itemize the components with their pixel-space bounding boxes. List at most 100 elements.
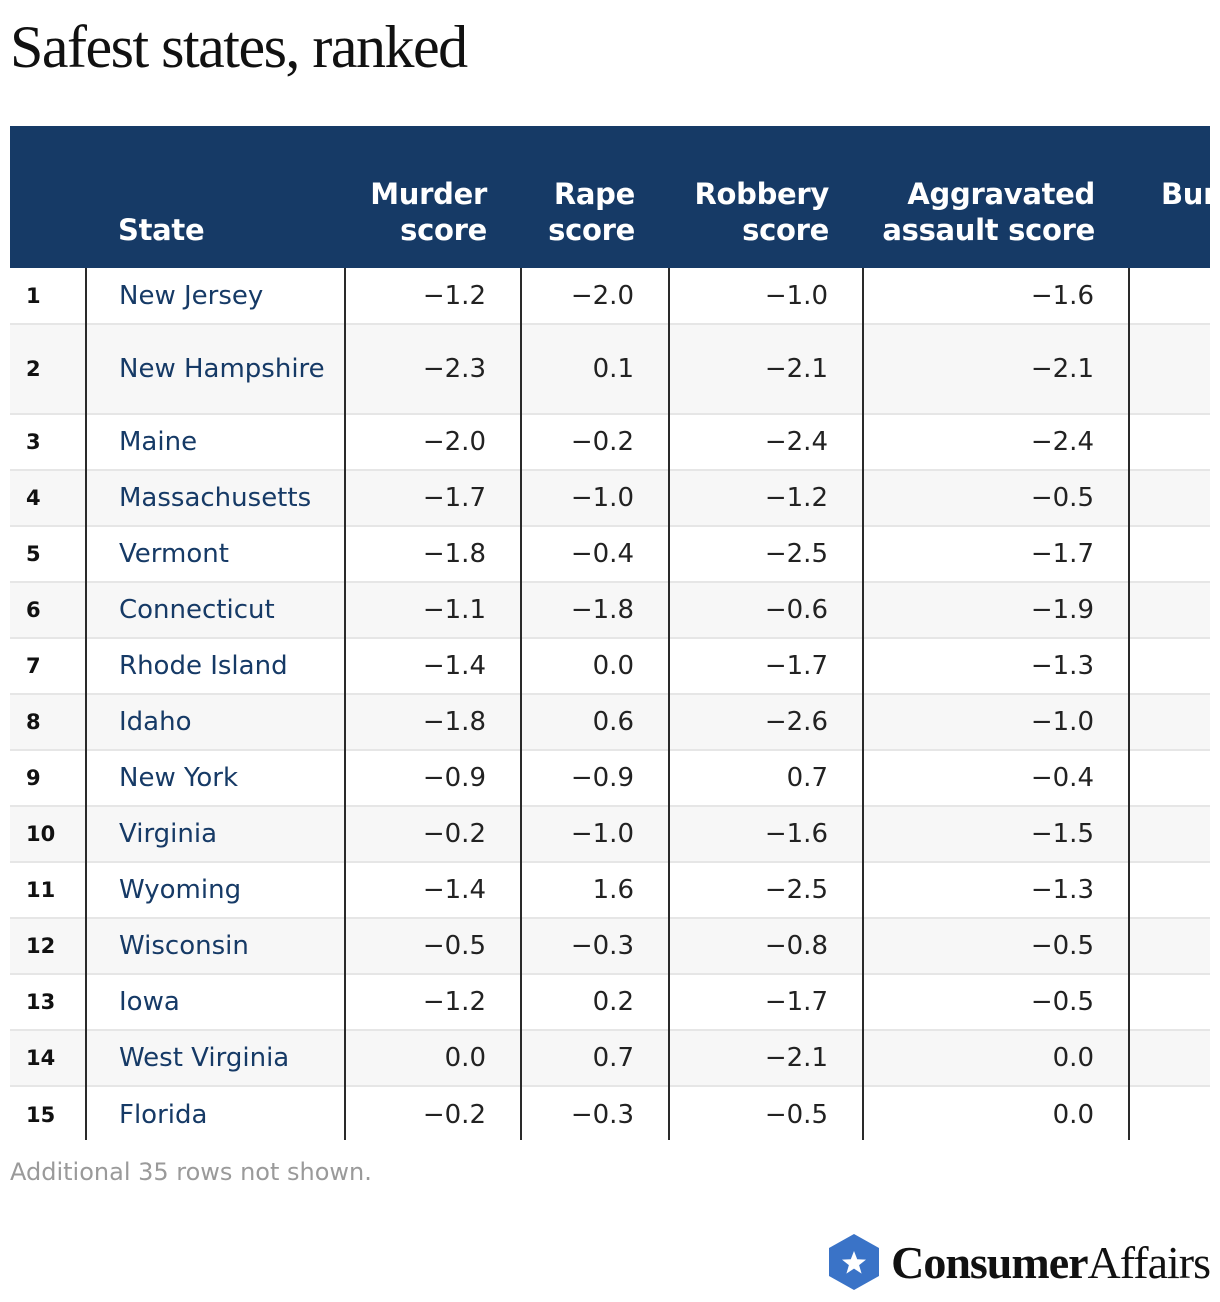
murder-score-cell: −0.2: [345, 1086, 522, 1140]
footnote: Additional 35 rows not shown.: [10, 1158, 372, 1186]
assault-score-cell: 0.0: [863, 1086, 1130, 1140]
robbery-score-cell: −1.2: [669, 470, 864, 526]
assault-score-cell: −1.3: [863, 638, 1130, 694]
rank-cell: 5: [10, 526, 87, 582]
table-row: 14 West Virginia 0.0 0.7 −2.1 0.0: [10, 1030, 1210, 1086]
robbery-score-cell: −0.6: [669, 582, 864, 638]
table-row: 10 Virginia −0.2 −1.0 −1.6 −1.5: [10, 806, 1210, 862]
rank-column-header: [10, 126, 86, 268]
robbery-score-cell: −2.1: [669, 1030, 864, 1086]
table-header-row: State Murder score Rape score Robbery sc…: [10, 126, 1210, 268]
burglary-score-cell: [1129, 1086, 1210, 1140]
robbery-score-cell: −0.5: [669, 1086, 864, 1140]
burglary-header-line-2: s: [1161, 213, 1210, 247]
table-row: 4 Massachusetts −1.7 −1.0 −1.2 −0.5: [10, 470, 1210, 526]
rape-score-cell: −0.9: [521, 750, 670, 806]
murder-score-cell: −0.9: [345, 750, 522, 806]
rape-score-cell: −2.0: [521, 268, 670, 324]
burglary-score-cell: [1129, 414, 1210, 470]
rank-cell: 13: [10, 974, 87, 1030]
state-cell[interactable]: Iowa: [86, 974, 346, 1030]
rank-cell: 7: [10, 638, 87, 694]
state-header-label: State: [118, 213, 205, 247]
rank-cell: 6: [10, 582, 87, 638]
robbery-score-cell: 0.7: [669, 750, 864, 806]
assault-score-cell: −1.6: [863, 268, 1130, 324]
rape-score-cell: 0.6: [521, 694, 670, 750]
robbery-score-cell: −2.6: [669, 694, 864, 750]
burglary-score-cell: [1129, 582, 1210, 638]
rank-cell: 3: [10, 414, 87, 470]
table-body: 1 New Jersey −1.2 −2.0 −1.0 −1.6 2 New Hampshir…: [10, 268, 1210, 1140]
table-row: 5 Vermont −1.8 −0.4 −2.5 −1.7: [10, 526, 1210, 582]
rape-score-cell: 0.1: [521, 324, 670, 414]
table-row: 9 New York −0.9 −0.9 0.7 −0.4: [10, 750, 1210, 806]
murder-score-cell: 0.0: [345, 1030, 522, 1086]
robbery-header-line-1: Robbery: [694, 177, 829, 211]
rape-score-cell: 0.7: [521, 1030, 670, 1086]
rape-score-cell: −0.4: [521, 526, 670, 582]
state-cell[interactable]: Virginia: [86, 806, 346, 862]
murder-score-cell: −1.7: [345, 470, 522, 526]
rape-score-cell: 1.6: [521, 862, 670, 918]
assault-column-header[interactable]: Aggravated assault score: [863, 126, 1129, 268]
rankings-table-container[interactable]: State Murder score Rape score Robbery sc…: [10, 126, 1210, 1140]
state-cell[interactable]: Vermont: [86, 526, 346, 582]
murder-column-header[interactable]: Murder score: [345, 126, 521, 268]
assault-score-cell: −0.4: [863, 750, 1130, 806]
rank-cell: 14: [10, 1030, 87, 1086]
murder-score-cell: −2.3: [345, 324, 522, 414]
robbery-header-line-2: score: [742, 213, 829, 247]
rape-score-cell: −1.0: [521, 470, 670, 526]
robbery-score-cell: −1.0: [669, 268, 864, 324]
rape-header-line-2: score: [548, 213, 635, 247]
assault-score-cell: 0.0: [863, 1030, 1130, 1086]
state-cell[interactable]: Florida: [86, 1086, 346, 1140]
robbery-score-cell: −1.7: [669, 638, 864, 694]
burglary-score-cell: [1129, 862, 1210, 918]
table-row: 15 Florida −0.2 −0.3 −0.5 0.0: [10, 1086, 1210, 1140]
murder-score-cell: −1.4: [345, 862, 522, 918]
rank-cell: 9: [10, 750, 87, 806]
burglary-score-cell: [1129, 806, 1210, 862]
assault-score-cell: −1.9: [863, 582, 1130, 638]
state-cell[interactable]: Wyoming: [86, 862, 346, 918]
table-row: 13 Iowa −1.2 0.2 −1.7 −0.5: [10, 974, 1210, 1030]
state-cell[interactable]: Massachusetts: [86, 470, 346, 526]
assault-score-cell: −0.5: [863, 974, 1130, 1030]
assault-header-line-1: Aggravated: [907, 177, 1095, 211]
murder-score-cell: −1.8: [345, 694, 522, 750]
burglary-score-cell: [1129, 268, 1210, 324]
state-cell[interactable]: New York: [86, 750, 346, 806]
assault-score-cell: −0.5: [863, 470, 1130, 526]
table-row: 7 Rhode Island −1.4 0.0 −1.7 −1.3: [10, 638, 1210, 694]
burglary-score-cell: [1129, 526, 1210, 582]
state-cell[interactable]: Rhode Island: [86, 638, 346, 694]
rank-cell: 1: [10, 268, 87, 324]
state-cell[interactable]: West Virginia: [86, 1030, 346, 1086]
rape-header-line-1: Rape: [553, 177, 635, 211]
rape-column-header[interactable]: Rape score: [521, 126, 669, 268]
state-cell[interactable]: Idaho: [86, 694, 346, 750]
state-cell[interactable]: Wisconsin: [86, 918, 346, 974]
rank-cell: 2: [10, 324, 87, 414]
burglary-score-cell: [1129, 638, 1210, 694]
burglary-score-cell: [1129, 974, 1210, 1030]
brand-name-regular: Affairs: [1087, 1236, 1211, 1288]
state-cell[interactable]: Maine: [86, 414, 346, 470]
rape-score-cell: 0.2: [521, 974, 670, 1030]
state-column-header[interactable]: State: [86, 126, 345, 268]
consumeraffairs-logo: ConsumerAffairs: [827, 1232, 1211, 1292]
state-cell[interactable]: New Hampshire: [86, 324, 346, 414]
burglary-score-cell: [1129, 750, 1210, 806]
table-row: 1 New Jersey −1.2 −2.0 −1.0 −1.6: [10, 268, 1210, 324]
murder-score-cell: −0.5: [345, 918, 522, 974]
robbery-column-header[interactable]: Robbery score: [669, 126, 863, 268]
burglary-column-header[interactable]: Bur s: [1129, 126, 1210, 268]
robbery-score-cell: −2.1: [669, 324, 864, 414]
burglary-score-cell: [1129, 694, 1210, 750]
rape-score-cell: −0.3: [521, 1086, 670, 1140]
state-cell[interactable]: New Jersey: [86, 268, 346, 324]
assault-score-cell: −2.1: [863, 324, 1130, 414]
state-cell[interactable]: Connecticut: [86, 582, 346, 638]
